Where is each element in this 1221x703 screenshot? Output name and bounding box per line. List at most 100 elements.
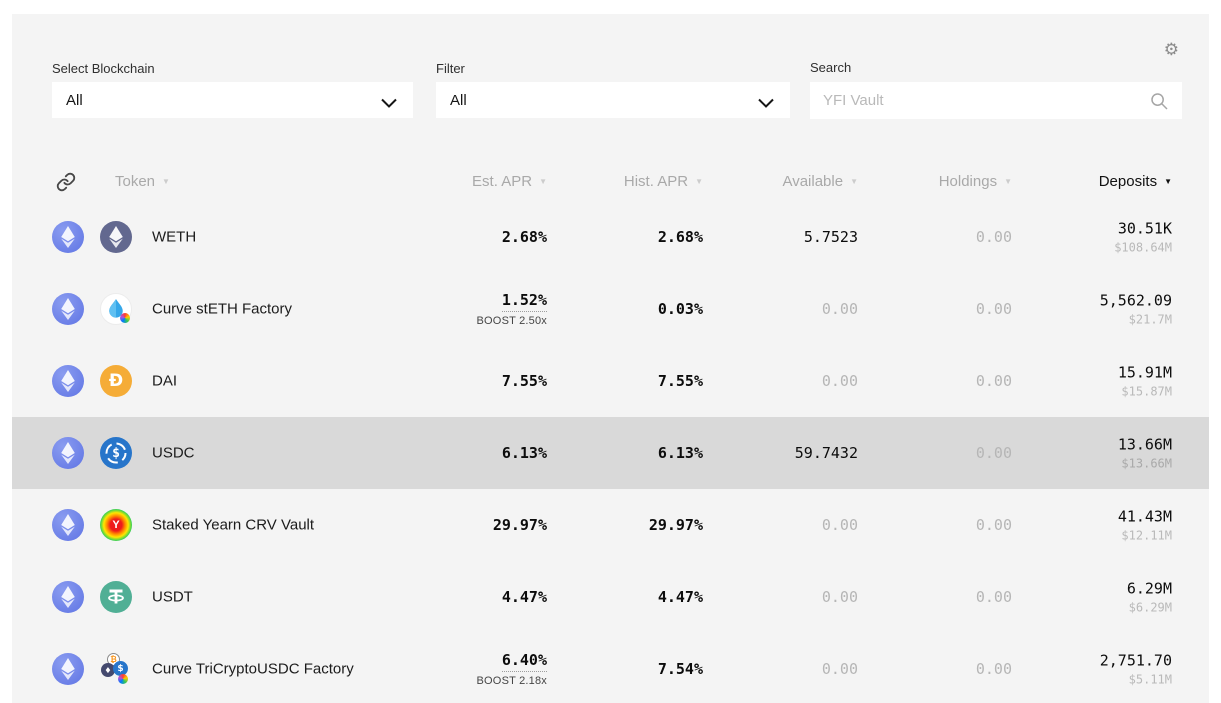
chevron-down-icon [381, 95, 397, 113]
holdings-value: 0.00 [975, 660, 1012, 678]
btc-symbol: ₿ [110, 655, 117, 664]
holdings-value: 0.00 [975, 372, 1012, 390]
vault-name: DAI [152, 372, 178, 390]
header-holdings[interactable]: Holdings ▼ [939, 167, 1012, 197]
est-apr-value: 2.68% [501, 228, 547, 246]
available-value: 59.7432 [794, 444, 858, 462]
vault-name: USDC [152, 444, 195, 462]
blockchain-select-value: All [66, 91, 83, 109]
ethereum-chain-icon [52, 437, 84, 469]
hist-apr-value: 7.55% [657, 372, 703, 390]
header-deposits[interactable]: Deposits ▼ [1099, 167, 1172, 197]
weth-token-icon [100, 221, 132, 253]
deposits-usd-value: $12.11M [1121, 528, 1172, 543]
yearn-mark: Y [112, 519, 120, 531]
chain-link-icon[interactable] [56, 167, 76, 197]
deposits-usd-value: $15.87M [1121, 384, 1172, 399]
header-available-label: Available [782, 173, 844, 190]
filter-select[interactable]: All [436, 82, 790, 118]
available-value: 0.00 [821, 372, 858, 390]
blockchain-select-label: Select Blockchain [52, 61, 155, 76]
vault-row-staked-yearn-crv[interactable]: Y Staked Yearn CRV Vault 29.97% 29.97% 0… [12, 489, 1209, 561]
filter-select-value: All [450, 91, 467, 109]
deposits-cell: 15.91M $15.87M [1118, 364, 1172, 399]
vault-name: Curve stETH Factory [152, 300, 293, 318]
available-value: 5.7523 [803, 228, 858, 246]
chevron-down-icon [758, 95, 774, 113]
dollar-symbol: $ [112, 445, 120, 461]
deposits-usd-value: $13.66M [1121, 456, 1172, 471]
ethereum-chain-icon [52, 221, 84, 253]
hist-apr-value: 29.97% [648, 516, 703, 534]
sort-desc-icon: ▼ [1164, 177, 1172, 186]
main-panel: Select Blockchain All Filter All Search … [12, 14, 1209, 703]
header-est-apr-label: Est. APR [472, 173, 533, 190]
vault-name: WETH [152, 228, 197, 246]
header-est-apr[interactable]: Est. APR ▼ [472, 167, 547, 197]
vault-row-dai[interactable]: Đ DAI 7.55% 7.55% 0.00 0.00 15.91M $15.8… [12, 345, 1209, 417]
vault-name: USDT [152, 588, 193, 606]
eth-symbol: ♦ [104, 665, 112, 675]
sort-icon: ▼ [850, 177, 858, 186]
vault-row-weth[interactable]: WETH 2.68% 2.68% 5.7523 0.00 30.51K $108… [12, 201, 1209, 273]
boost-label: BOOST 2.18x [476, 675, 547, 687]
holdings-value: 0.00 [975, 444, 1012, 462]
header-holdings-label: Holdings [938, 173, 998, 190]
table-header: Token ▼ Est. APR ▼ Hist. APR ▼ Available ▼ H… [12, 167, 1209, 197]
header-hist-apr-label: Hist. APR [623, 173, 689, 190]
search-input[interactable] [810, 82, 1182, 119]
hist-apr-value: 4.47% [657, 588, 703, 606]
deposits-usd-value: $6.29M [1128, 600, 1172, 615]
est-apr-value: 6.40% [501, 651, 547, 672]
sort-icon: ▼ [539, 177, 547, 186]
curve-logo-icon [120, 313, 130, 323]
holdings-value: 0.00 [975, 588, 1012, 606]
holdings-value: 0.00 [975, 516, 1012, 534]
sort-icon: ▼ [162, 177, 170, 186]
vault-row-curve-tricrypto-usdc[interactable]: ₿ ♦ $ Curve TriCryptoUSDC Factory 6.40% … [12, 633, 1209, 703]
gear-icon[interactable]: ⚙ [1163, 40, 1179, 60]
header-hist-apr[interactable]: Hist. APR ▼ [624, 167, 703, 197]
vault-row-usdt[interactable]: USDT 4.47% 4.47% 0.00 0.00 6.29M $6.29M [12, 561, 1209, 633]
hist-apr-value: 7.54% [657, 660, 703, 678]
vault-name: Curve TriCryptoUSDC Factory [152, 660, 354, 678]
sort-icon: ▼ [695, 177, 703, 186]
vault-table-body: WETH 2.68% 2.68% 5.7523 0.00 30.51K $108… [12, 201, 1209, 703]
usdt-token-icon [100, 581, 132, 613]
sort-icon: ▼ [1004, 177, 1012, 186]
dai-symbol: Đ [108, 371, 124, 391]
hist-apr-value: 2.68% [657, 228, 703, 246]
search-box [810, 82, 1182, 119]
yearn-crv-token-icon: Y [100, 509, 132, 541]
available-value: 0.00 [821, 516, 858, 534]
available-value: 0.00 [821, 660, 858, 678]
deposits-value: 41.43M [1117, 507, 1172, 526]
header-available[interactable]: Available ▼ [782, 167, 858, 197]
ethereum-chain-icon [52, 509, 84, 541]
header-token[interactable]: Token ▼ [115, 167, 170, 197]
search-label: Search [810, 60, 852, 75]
deposits-value: 30.51K [1117, 219, 1172, 238]
curve-logo-icon [118, 674, 128, 684]
vault-row-curve-steth[interactable]: Curve stETH Factory 1.52% BOOST 2.50x 0.… [12, 273, 1209, 345]
available-value: 0.00 [821, 300, 858, 318]
header-deposits-label: Deposits [1098, 173, 1158, 190]
deposits-usd-value: $21.7M [1128, 312, 1172, 327]
est-apr-value: 29.97% [492, 516, 547, 534]
deposits-cell: 2,751.70 $5.11M [1100, 652, 1172, 687]
deposits-cell: 30.51K $108.64M [1114, 220, 1172, 255]
steth-token-icon [100, 293, 132, 325]
hist-apr-value: 0.03% [657, 300, 703, 318]
est-apr-value: 4.47% [501, 588, 547, 606]
deposits-value: 5,562.09 [1099, 291, 1172, 310]
vault-row-usdc[interactable]: $ USDC 6.13% 6.13% 59.7432 0.00 13.66M $… [12, 417, 1209, 489]
est-apr-cell: 1.52% BOOST 2.50x [477, 291, 547, 327]
deposits-cell: 5,562.09 $21.7M [1100, 292, 1172, 327]
header-token-label: Token [115, 173, 156, 190]
boost-label: BOOST 2.50x [476, 315, 547, 327]
est-apr-value: 1.52% [501, 291, 547, 312]
deposits-cell: 41.43M $12.11M [1118, 508, 1172, 543]
est-apr-value: 7.55% [501, 372, 547, 390]
blockchain-select[interactable]: All [52, 82, 413, 118]
